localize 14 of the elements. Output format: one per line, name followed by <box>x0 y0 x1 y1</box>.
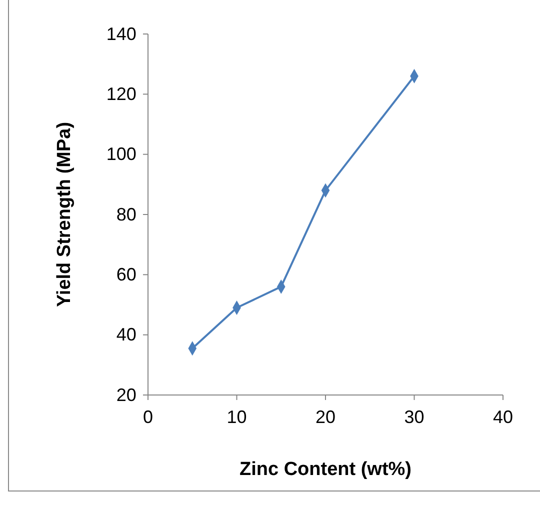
x-tick-label: 30 <box>404 406 424 427</box>
y-tick-label: 100 <box>106 144 136 164</box>
x-tick-label: 20 <box>315 406 336 427</box>
y-axis-title: Yield Strength (MPa) <box>54 122 75 308</box>
y-tick-label: 40 <box>116 324 136 345</box>
y-tick-label: 120 <box>106 84 136 104</box>
y-tick-label: 80 <box>116 204 136 224</box>
y-tick-label: 140 <box>106 24 136 44</box>
x-tick-label: 10 <box>226 406 247 427</box>
y-tick-label: 60 <box>116 264 136 284</box>
y-tick-label: 20 <box>116 384 136 405</box>
x-axis-title: Zinc Content (wt%) <box>239 459 412 480</box>
x-tick-label: 40 <box>492 406 514 427</box>
x-tick-label: 0 <box>142 406 154 427</box>
